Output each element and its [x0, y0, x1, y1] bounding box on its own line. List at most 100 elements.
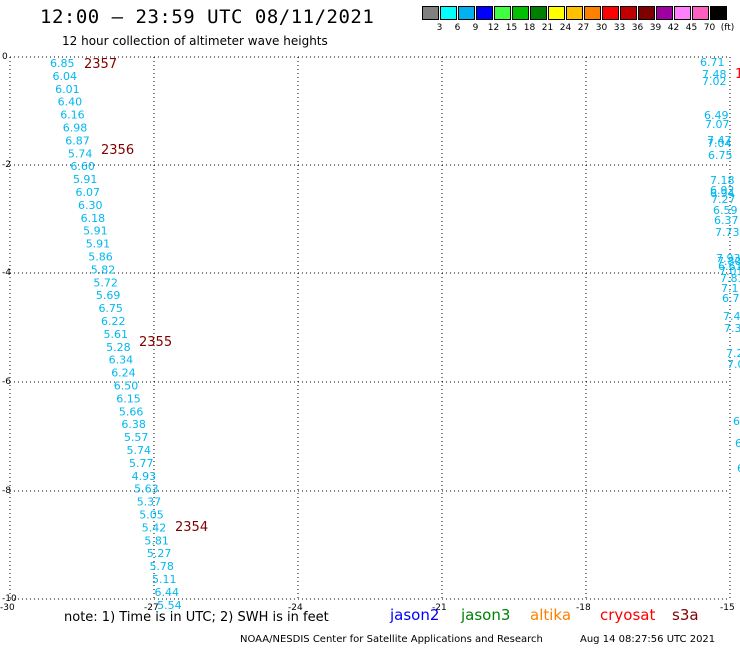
legend-label: 9 — [472, 23, 479, 33]
wave-height-value: 7.93 — [716, 252, 740, 265]
legend-label: 3 — [436, 23, 443, 33]
wave-height-value: 6.50 — [114, 380, 139, 393]
satellite-name: s3a — [672, 606, 699, 624]
legend-swatch — [512, 6, 529, 20]
wave-height-value: 7.02 — [702, 75, 727, 88]
legend-label: 24 — [559, 23, 572, 33]
legend-swatch — [566, 6, 583, 20]
time-label: 2355 — [139, 335, 172, 350]
legend-swatch — [656, 6, 673, 20]
legend-swatch — [620, 6, 637, 20]
wave-height-value: 6.15 — [116, 392, 141, 405]
satellite-name: altika — [530, 606, 572, 624]
wave-height-value: 6.7 — [722, 292, 740, 305]
legend-label: 30 — [595, 23, 608, 33]
legend-label: (ft) — [720, 23, 735, 33]
wave-height-value: 7.73 — [715, 226, 740, 239]
wave-height-value: 7.18 — [710, 174, 735, 187]
wave-height-value: 7.80 — [717, 255, 740, 268]
wave-height-value: 5.57 — [124, 431, 149, 444]
wave-height-value: 6.01 — [55, 83, 80, 96]
y-axis-label: 0 — [2, 52, 8, 62]
legend-label: 27 — [577, 23, 590, 33]
legend-swatch — [548, 6, 565, 20]
legend-label: 39 — [649, 23, 662, 33]
satellite-name: jason2 — [390, 606, 440, 624]
satellite-name: jason3 — [461, 606, 511, 624]
wave-height-value: 6.16 — [60, 109, 84, 122]
wave-height-value: 6.24 — [111, 367, 136, 380]
wave-height-value: 5.28 — [106, 341, 131, 354]
x-axis-label: -27 — [144, 603, 159, 613]
legend-swatch — [602, 6, 619, 20]
legend-swatch — [584, 6, 601, 20]
legend-label: 36 — [631, 23, 644, 33]
wave-height-value: 6.34 — [109, 354, 133, 367]
wave-height-value: 6.75 — [708, 149, 733, 162]
wave-height-value: 6 — [737, 462, 740, 475]
wave-height-value: 5.11 — [152, 573, 177, 586]
time-label: 1 — [735, 67, 740, 82]
wave-height-value: 5.63 — [134, 483, 159, 496]
legend-label: 21 — [541, 23, 554, 33]
wave-height-value: 5.54 — [157, 599, 182, 612]
x-axis-label: -15 — [720, 603, 735, 613]
wave-height-value: 6.22 — [101, 315, 126, 328]
x-axis-label: -21 — [432, 603, 447, 613]
time-label: 2357 — [84, 57, 117, 72]
wave-height-value: 5.74 — [127, 444, 152, 457]
wave-height-value: 5.91 — [83, 225, 108, 238]
wave-height-value: 6.75 — [98, 302, 123, 315]
wave-height-value: 5.74 — [68, 147, 93, 160]
wave-height-value: 5.78 — [149, 560, 174, 573]
legend-label: 6 — [454, 23, 461, 33]
wave-height-value: 6.85 — [50, 57, 75, 70]
legend-label: 33 — [613, 23, 626, 33]
wave-height-value: 5.91 — [86, 238, 111, 251]
wave-height-value: 7.4 — [723, 310, 740, 323]
wave-height-value: 7.27 — [711, 193, 736, 206]
wave-height-value: 5.72 — [93, 276, 118, 289]
y-axis-label: -8 — [2, 486, 11, 496]
legend-swatch — [710, 6, 727, 20]
wave-height-value: 7.48 — [702, 68, 727, 81]
wave-height-value: 6.71 — [700, 56, 725, 69]
wave-height-value: 6.04 — [53, 70, 78, 83]
legend-label: 12 — [487, 23, 500, 33]
wave-height-value: 4.93 — [132, 470, 157, 483]
wave-height-value: 5.82 — [91, 263, 116, 276]
wave-height-value: 6.07 — [76, 186, 101, 199]
time-label: 2354 — [175, 520, 208, 535]
legend-label: 42 — [667, 23, 680, 33]
wave-height-value: 7.81 — [720, 272, 740, 285]
y-axis-label: -2 — [2, 160, 11, 170]
wave-height-value: 7.3 — [724, 322, 740, 335]
wave-height-value: 5.91 — [73, 173, 98, 186]
wave-height-value: 6.59 — [713, 204, 738, 217]
legend-label: 70 — [703, 23, 716, 33]
legend-swatch — [458, 6, 475, 20]
wave-height-value: 6.37 — [714, 214, 739, 227]
legend-label: 45 — [685, 23, 698, 33]
wave-height-value: 7.1 — [721, 282, 739, 295]
legend-swatch — [692, 6, 709, 20]
wave-height-value: 7.47 — [707, 134, 732, 147]
footer-note: note: 1) Time is in UTC; 2) SWH is in fe… — [64, 610, 329, 625]
wave-height-value: 5.66 — [119, 405, 144, 418]
wave-height-value: 6.60 — [70, 160, 95, 173]
legend-swatch — [638, 6, 655, 20]
wave-height-value: 6.49 — [704, 109, 729, 122]
wave-height-value: 5.61 — [104, 328, 129, 341]
wave-height-value: 6 — [735, 437, 740, 450]
x-axis-label: -30 — [0, 603, 15, 613]
chart-title: 12:00 — 23:59 UTC 08/11/2021 — [40, 6, 375, 28]
wave-height-value: 6.94 — [710, 187, 735, 200]
x-axis-label: -24 — [288, 603, 303, 613]
wave-height-value: 6.38 — [121, 418, 145, 431]
legend-swatch — [440, 6, 457, 20]
wave-height-value: 6 — [733, 415, 740, 428]
wave-height-value: 7.0 — [727, 358, 740, 371]
legend-swatch — [476, 6, 493, 20]
wave-height-value: 5.77 — [129, 457, 154, 470]
